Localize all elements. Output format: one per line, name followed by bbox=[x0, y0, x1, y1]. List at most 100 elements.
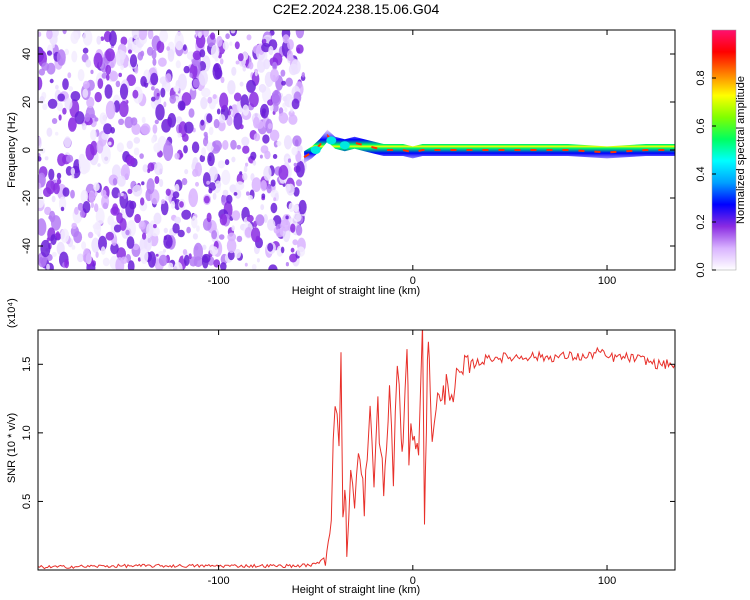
spectrogram-noise-speckle bbox=[117, 192, 121, 198]
spectrogram-noise-speckle bbox=[177, 132, 182, 138]
spectrogram-noise-speckle bbox=[150, 72, 159, 86]
spectrogram-noise-speckle bbox=[131, 30, 140, 40]
spectrogram-noise-speckle bbox=[212, 192, 217, 200]
spectrogram-noise-speckle bbox=[82, 30, 93, 46]
spectrogram-noise-speckle bbox=[158, 254, 168, 267]
spectrogram-noise-speckle bbox=[98, 235, 107, 252]
spectrogram-noise-speckle bbox=[140, 248, 149, 264]
spectrogram-noise-speckle bbox=[105, 64, 112, 75]
spectrogram-noise-speckle bbox=[52, 251, 57, 257]
spectrogram-noise-speckle bbox=[68, 117, 77, 132]
spectrogram-noise-speckle bbox=[74, 111, 85, 125]
spectrogram-noise-speckle bbox=[298, 199, 307, 215]
spectrogram-noise-speckle bbox=[191, 215, 198, 229]
spectrogram-noise-speckle bbox=[217, 160, 225, 169]
spectrogram-noise-speckle bbox=[251, 227, 261, 243]
spectrogram-noise-speckle bbox=[70, 91, 81, 102]
spectrogram-noise-speckle bbox=[46, 30, 53, 40]
spectrogram-noise-speckle bbox=[38, 182, 42, 189]
spectrogram-noise-speckle bbox=[82, 47, 89, 54]
spectrogram-noise-speckle bbox=[272, 61, 278, 71]
spectrogram-noise-speckle bbox=[108, 30, 117, 47]
spectrogram-noise-speckle bbox=[202, 172, 211, 187]
spectrogram-noise-speckle bbox=[132, 243, 140, 251]
spectrogram-noise-speckle bbox=[172, 191, 180, 199]
spectrogram-noise-speckle bbox=[286, 49, 293, 62]
spectrogram-noise-speckle bbox=[177, 100, 186, 111]
spectrogram-noise-speckle bbox=[94, 117, 99, 122]
figure-title: C2E2.2024.238.15.06.G04 bbox=[273, 1, 440, 17]
spectrogram-noise-speckle bbox=[221, 169, 231, 185]
spectrogram-noise-speckle bbox=[159, 30, 169, 43]
spectrogram-noise-speckle bbox=[154, 176, 160, 184]
spectrogram-noise-speckle bbox=[184, 121, 194, 134]
spectrogram-noise-speckle bbox=[133, 147, 140, 156]
spectrogram-noise-speckle bbox=[147, 162, 155, 172]
spectrogram-noise-speckle bbox=[101, 72, 108, 79]
spectrogram-noise-speckle bbox=[95, 251, 99, 258]
spectrogram-noise-speckle bbox=[102, 257, 110, 267]
colorbar: 0.0 0.2 0.4 0.6 0.8 Normalized spectral ampl… bbox=[695, 29, 747, 278]
spectrogram-noise-speckle bbox=[161, 199, 166, 205]
spectrogram-noise-speckle bbox=[125, 229, 130, 236]
spectrogram-noise-speckle bbox=[77, 253, 84, 263]
spectrogram-noise-speckle bbox=[219, 58, 224, 65]
spectrogram-noise-speckle bbox=[188, 108, 195, 118]
spectrogram-noise-speckle bbox=[127, 188, 133, 194]
spectrogram-noise-speckle bbox=[166, 46, 171, 51]
spectrogram-noise-speckle bbox=[287, 158, 292, 163]
spectrogram-noise-speckle bbox=[181, 178, 188, 186]
spectrogram-noise-speckle bbox=[179, 201, 184, 208]
spectrogram-noise-speckle bbox=[71, 174, 75, 179]
spectrogram-noise-speckle bbox=[39, 96, 45, 104]
spectrogram-noise-speckle bbox=[66, 154, 74, 163]
spectrogram-noise-speckle bbox=[138, 220, 146, 230]
spectrogram-noise-speckle bbox=[260, 204, 265, 211]
spectrogram-noise-speckle bbox=[200, 119, 205, 126]
spectrogram-noise-speckle bbox=[242, 172, 248, 181]
spectrogram-noise-speckle bbox=[165, 195, 169, 201]
spectrogram-noise-speckle bbox=[167, 113, 177, 128]
spectrogram-noise-speckle bbox=[64, 258, 69, 269]
spectrogram-noise-speckle bbox=[226, 238, 237, 254]
spectrogram-noise-speckle bbox=[95, 207, 105, 225]
spectrogram-noise-speckle bbox=[242, 104, 249, 116]
spectrogram-noise-speckle bbox=[38, 136, 42, 148]
spectrogram-noise-speckle bbox=[140, 197, 145, 206]
spectrogram-noise-speckle bbox=[208, 126, 214, 136]
spectrogram-noise-speckle bbox=[292, 135, 302, 147]
spectrogram-noise-speckle bbox=[209, 246, 219, 256]
spectrogram-noise-speckle bbox=[207, 152, 215, 167]
spectrogram-noise-speckle bbox=[138, 30, 148, 41]
spectrogram-noise-speckle bbox=[244, 262, 248, 267]
spectrogram-noise-speckle bbox=[151, 96, 156, 102]
spectrogram-noise-speckle bbox=[163, 101, 167, 108]
spectrogram-noise-speckle bbox=[134, 213, 142, 224]
spectrogram-noise-speckle bbox=[165, 188, 171, 196]
spectrogram-noise-speckle bbox=[92, 224, 97, 230]
spectrogram-noise-speckle bbox=[93, 52, 103, 69]
spectrogram-noise-speckle bbox=[71, 245, 76, 250]
spectrogram-noise-speckle bbox=[203, 195, 210, 204]
spectrogram-noise-speckle bbox=[293, 187, 300, 197]
spectrogram-noise-speckle bbox=[55, 231, 60, 240]
spectrogram-x-tick-label: -100 bbox=[208, 275, 230, 287]
spectrogram-noise-speckle bbox=[272, 154, 278, 159]
spectrogram-noise-speckle bbox=[156, 92, 160, 97]
spectrogram-noise-speckle bbox=[256, 258, 260, 263]
spectrogram-noise-speckle bbox=[218, 234, 225, 240]
spectrogram-noise-speckle bbox=[45, 180, 56, 195]
spectrogram-noise-speckle bbox=[140, 76, 147, 87]
spectrogram-noise-speckle bbox=[100, 246, 106, 255]
spectrogram-noise-speckle bbox=[241, 136, 250, 146]
spectrogram-noise-speckle bbox=[109, 70, 119, 82]
spectrogram-noise-speckle bbox=[239, 171, 243, 175]
spectrogram-noise-speckle bbox=[163, 234, 173, 249]
snr-x-tick-label: -100 bbox=[208, 575, 230, 587]
spectrogram-noise-speckle bbox=[44, 156, 49, 161]
spectrogram-noise-speckle bbox=[77, 202, 84, 211]
spectrogram-noise-speckle bbox=[151, 136, 156, 144]
spectrogram-noise-speckle bbox=[244, 227, 253, 238]
spectrogram-noise-speckle bbox=[100, 189, 107, 197]
spectrogram-noise-speckle bbox=[53, 182, 60, 195]
